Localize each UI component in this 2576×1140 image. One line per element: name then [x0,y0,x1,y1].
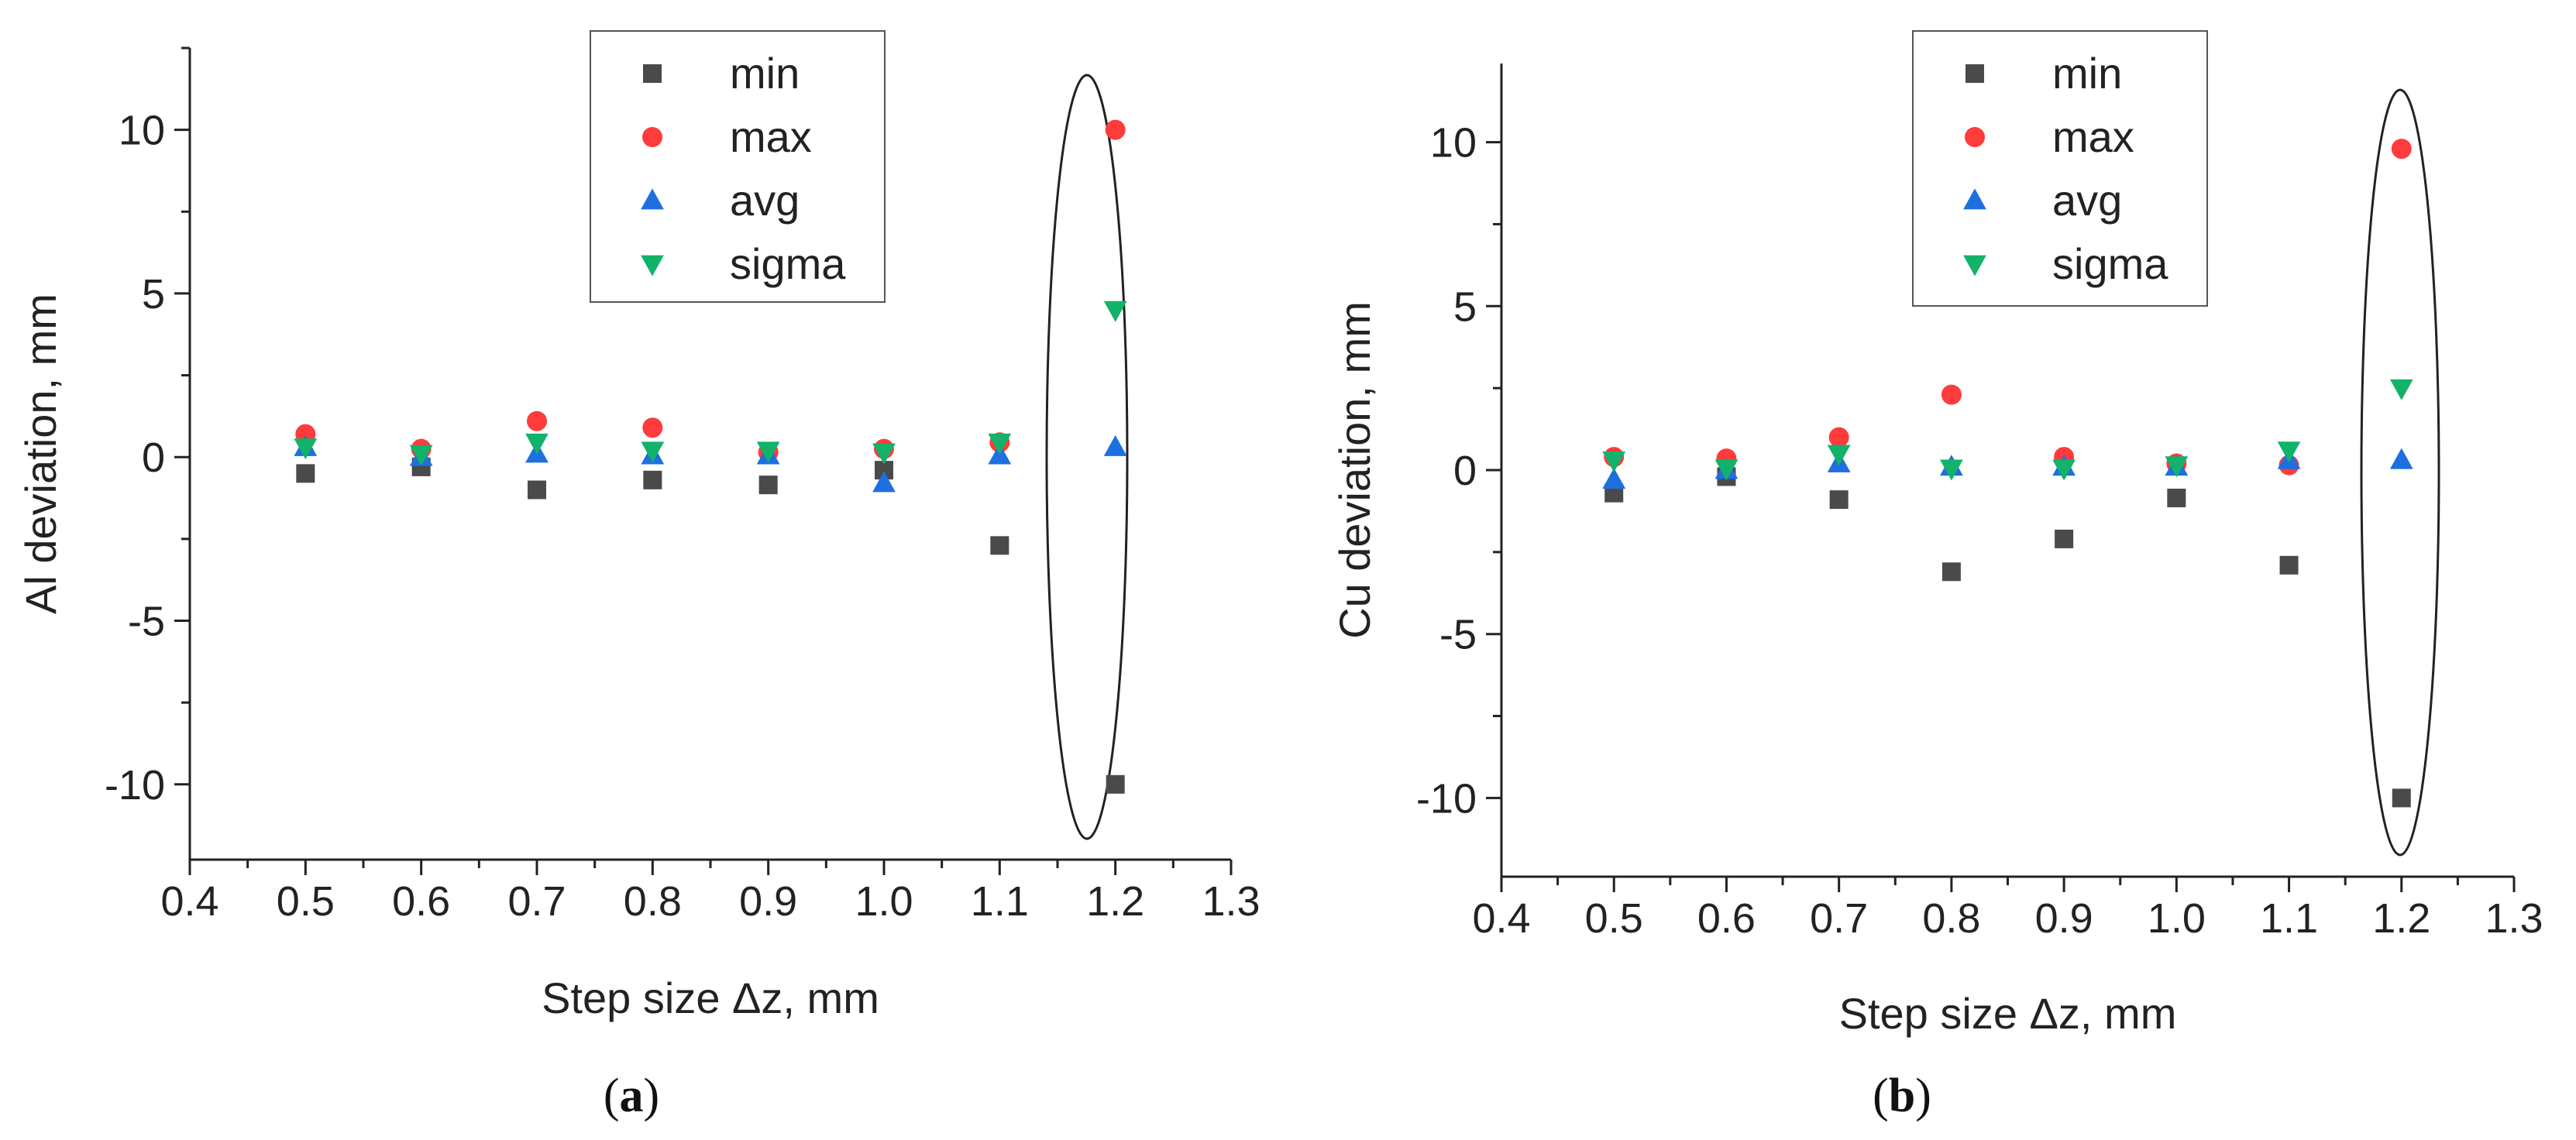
panel-label-letter: b [1889,1070,1915,1122]
y-axis-title: Cu deviation, mm [1330,301,1379,639]
highlight-ellipse [2360,88,2440,857]
panel-label: (a) [604,1070,659,1122]
y-tick-label: 10 [1430,120,1477,167]
data-point-sigma [2052,459,2076,481]
data-point-sigma [294,438,318,460]
legend-label-max: max [730,112,812,161]
data-point-min [2279,555,2299,575]
data-point-min [2167,488,2186,507]
x-tick-label: 0.9 [2035,895,2093,942]
x-tick-label: 0.8 [624,878,682,925]
legend-marker-min [643,64,662,83]
legend-label-avg: avg [2052,176,2122,225]
data-point-sigma [1827,445,1851,466]
data-point-sigma [409,445,433,466]
legend-marker-sigma [641,255,664,276]
legend-label-sigma: sigma [730,239,846,288]
legend-marker-min [1966,64,1984,83]
y-tick-label: -5 [128,599,165,645]
data-point-min [1106,774,1125,794]
legend-marker-max [1965,127,1985,147]
x-axis-title: Step size Δz, mm [542,973,879,1022]
data-point-min [758,476,778,495]
data-point-avg [872,471,896,493]
y-tick-label: 10 [119,108,165,154]
x-tick-label: 0.4 [1472,895,1530,942]
x-tick-label: 1.2 [1086,878,1144,925]
x-tick-label: 0.4 [160,878,218,925]
y-tick-label: 5 [142,271,165,318]
data-point-min [990,536,1009,555]
y-tick-label: -10 [105,762,165,809]
legend-label-sigma: sigma [2052,239,2168,288]
x-tick-label: 0.6 [392,878,450,925]
data-point-sigma [872,443,896,465]
data-point-max [1941,384,1962,405]
x-axis-title: Step size Δz, mm [1839,989,2177,1038]
data-point-sigma [2165,456,2189,478]
x-tick-label: 0.7 [1810,895,1868,942]
data-point-sigma [641,441,665,463]
data-point-min [296,464,315,483]
y-tick-label: -10 [1416,775,1477,822]
data-point-sigma [2277,441,2301,463]
x-tick-label: 1.0 [855,878,913,925]
x-tick-label: 1.2 [2372,895,2430,942]
legend-marker-avg [1963,188,1986,210]
highlight-ellipse [1045,74,1129,840]
legend-label-min: min [730,49,800,98]
legend-marker-avg [641,188,664,210]
data-point-avg [1103,434,1127,456]
x-tick-label: 0.7 [507,878,566,925]
data-point-min [643,470,662,489]
data-point-min [1829,490,1849,510]
x-tick-label: 0.9 [739,878,797,925]
x-tick-label: 0.5 [277,878,335,925]
data-point-max [527,410,547,431]
data-point-avg [1602,468,1626,489]
chart-panel-b: 0.4 0.5 0.6 0.7 0.8 0.9 1.0 1.1 1.2 1.3 -10 -5 0 5 10 S… [1330,30,2543,1122]
legend-box [1912,30,2208,307]
x-tick-label: 1.3 [2485,895,2543,942]
data-point-max [1105,119,1126,140]
data-point-avg [2389,448,2413,469]
y-tick-label: 0 [142,434,165,481]
data-point-sigma [1714,459,1739,481]
data-point-sigma [1602,451,1626,472]
data-point-min [2055,529,2074,548]
data-point-sigma [525,433,549,455]
x-tick-label: 1.1 [2260,895,2318,942]
data-point-sigma [2389,379,2413,400]
panel-label: (b) [1873,1070,1931,1122]
x-tick-label: 0.6 [1697,895,1756,942]
data-point-sigma [756,441,780,463]
x-tick-label: 0.5 [1585,895,1643,942]
legend-label-max: max [2052,112,2134,161]
data-point-max [1828,427,1849,448]
data-point-min [2392,788,2411,808]
x-tick-label: 0.8 [1922,895,1980,942]
x-tick-label: 1.3 [1202,878,1260,925]
data-point-min [1941,562,1961,582]
data-point-sigma [988,433,1012,455]
legend-marker-sigma [1963,255,1986,276]
legend-label-min: min [2052,49,2122,98]
legend-box [590,30,886,303]
data-point-max [642,417,663,438]
data-point-sigma [1940,459,1963,481]
y-tick-label: 0 [1453,448,1477,494]
y-tick-label: -5 [1439,612,1477,658]
panel-label-letter: a [620,1070,644,1122]
legend-marker-max [642,127,662,147]
y-tick-label: 5 [1453,283,1477,330]
y-axis-title: Al deviation, mm [16,294,65,614]
data-point-min [528,480,546,500]
legend-label-avg: avg [730,176,800,225]
data-point-sigma [1103,300,1127,322]
data-point-max [2391,139,2412,160]
x-tick-label: 1.0 [2148,895,2206,942]
chart-panel-a: 0.4 0.5 0.6 0.7 0.8 0.9 1.0 1.1 1.2 1.3 -10 -5 0 5 10 S… [16,30,1260,1122]
x-tick-label: 1.1 [971,878,1029,925]
